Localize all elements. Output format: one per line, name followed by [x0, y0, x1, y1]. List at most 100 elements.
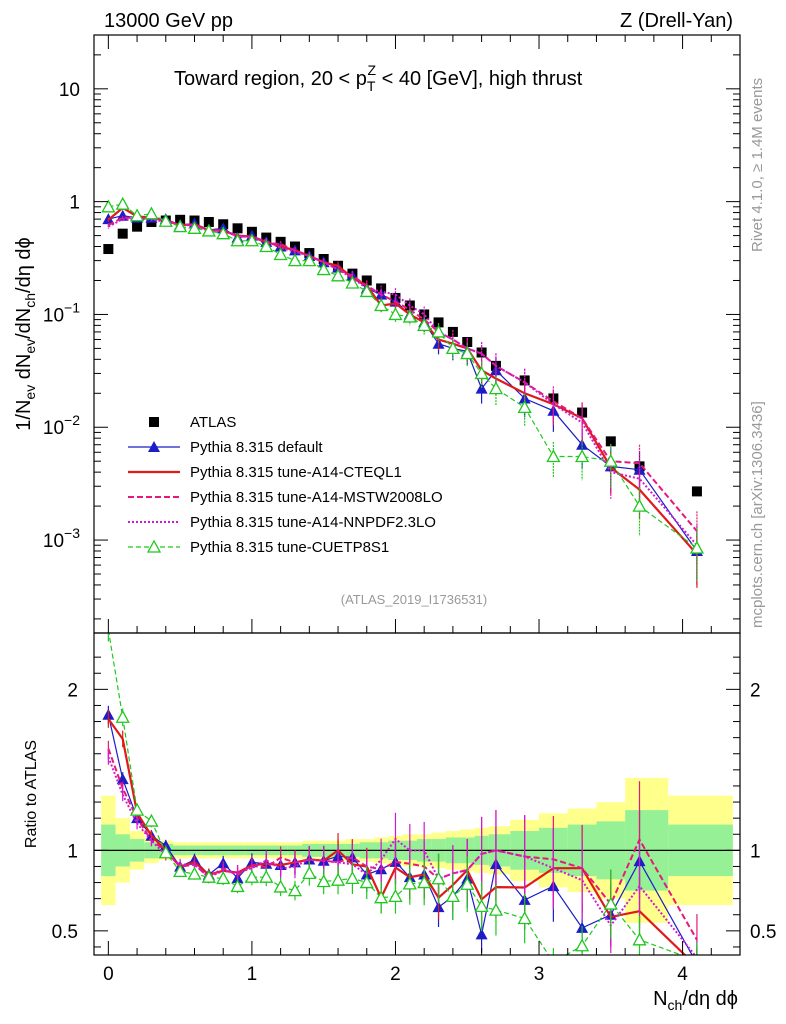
- legend-item-CUETP8S1: Pythia 8.315 tune-CUETP8S1: [128, 539, 389, 556]
- x-tick-label: 2: [390, 964, 401, 985]
- y-tick-label: 10−1: [43, 299, 80, 326]
- legend-item-NNPDF: Pythia 8.315 tune-A14-NNPDF2.3LO: [128, 514, 436, 531]
- point-CUETP8S1: [388, 307, 403, 321]
- point-CUETP8S1: [374, 298, 389, 312]
- ratio-point-CUETP8S1: [402, 876, 417, 890]
- legend-item-ATLAS: ATLAS: [149, 414, 236, 431]
- ratio-point-CUETP8S1: [445, 888, 460, 902]
- ratio-point-CUETP8S1: [574, 938, 590, 952]
- point-ATLAS: [433, 317, 444, 328]
- ratio-point-CUETP8S1: [129, 802, 145, 816]
- ratio-point-CUETP8S1: [144, 813, 159, 827]
- series-line-NNPDF: [107, 218, 698, 546]
- point-CUETP8S1: [115, 196, 130, 210]
- point-CUETP8S1: [488, 381, 504, 395]
- point-ATLAS: [376, 283, 387, 294]
- x-tick-label: 3: [534, 964, 545, 985]
- ratio-point-CUETP8S1: [230, 879, 245, 893]
- x-tick-label: 1: [247, 964, 258, 985]
- ratio-point-CUETP8S1: [388, 888, 403, 902]
- svg-text:1/Nev dNev/dNch/dη dϕ: 1/Nev dNev/dNch/dη dϕ: [13, 237, 38, 430]
- ratio-tick-label-right: 0.5: [750, 922, 776, 943]
- point-CUETP8S1: [417, 318, 432, 332]
- ratio-frame-border: [93, 632, 741, 956]
- chart-title-text: Toward region, 20 < pTZ < 40 [GeV], high…: [174, 62, 583, 94]
- svg-text:Nch/dη dϕ: Nch/dη dϕ: [653, 988, 738, 1013]
- ratio-point-CUETP8S1: [316, 874, 331, 888]
- legend-marker: [149, 417, 159, 427]
- y-tick-label: 10: [59, 80, 80, 101]
- point-CUETP8S1: [201, 223, 216, 237]
- point-CUETP8S1: [129, 208, 145, 222]
- y-axis-label: 1/Nev dNev/dNch/dη dϕ: [13, 237, 38, 430]
- ratio-point-CUETP8S1: [374, 890, 389, 904]
- point-ATLAS: [132, 221, 143, 232]
- ratio-point-CUETP8S1: [158, 845, 173, 859]
- legend: ATLAS Pythia 8.315 default Pythia 8.315 tu…: [128, 414, 443, 556]
- point-CUETP8S1: [574, 449, 590, 463]
- rivet-text: Rivet 4.1.0, ≥ 1.4M events: [749, 78, 766, 252]
- y-tick-label: 1: [69, 193, 80, 214]
- ratio-point-CUETP8S1: [345, 870, 360, 884]
- main-series-layer: [101, 196, 705, 588]
- ratio-y-label: Ratio to ATLAS: [23, 740, 40, 848]
- legend-marker: [148, 441, 160, 452]
- chart-title: Toward region, 20 < pTZ < 40 [GeV], high…: [174, 62, 583, 94]
- ratio-line-MSTW: [107, 748, 698, 941]
- point-CUETP8S1: [402, 309, 417, 323]
- ratio-point-CUETP8S1: [460, 876, 475, 890]
- point-CUETP8S1: [603, 453, 618, 467]
- ratio-point-CUETP8S1: [330, 872, 346, 886]
- ratio-point-CUETP8S1: [632, 932, 647, 946]
- point-CUETP8S1: [330, 268, 346, 282]
- ratio-point-CUETP8S1: [302, 865, 317, 879]
- point-ATLAS: [117, 228, 128, 239]
- point-CUETP8S1: [287, 253, 303, 267]
- ratio-point-CUETP8S1: [517, 911, 532, 925]
- ratio-point-CUETP8S1: [273, 879, 288, 893]
- point-CUETP8S1: [187, 220, 202, 234]
- ratio-line-CTEQL1: [107, 718, 687, 955]
- ratio-point-default: [116, 773, 129, 785]
- legend-label: ATLAS: [190, 414, 236, 431]
- ratio-point-CUETP8S1: [201, 869, 216, 883]
- main-plot-area: [94, 35, 740, 633]
- point-ATLAS: [103, 244, 114, 255]
- legend-label: Pythia 8.315 tune-A14-MSTW2008LO: [190, 489, 443, 506]
- header-left: 13000 GeV pp: [104, 10, 233, 32]
- ratio-point-CUETP8S1: [359, 875, 374, 889]
- legend-label: Pythia 8.315 default: [190, 439, 323, 456]
- ratio-point-CUETP8S1: [431, 871, 446, 885]
- point-CUETP8S1: [460, 346, 475, 360]
- point-CUETP8S1: [359, 284, 374, 298]
- ratio-point-CUETP8S1: [216, 871, 231, 885]
- y-tick-label: 10−2: [43, 412, 80, 439]
- point-CUETP8S1: [474, 366, 489, 380]
- point-CUETP8S1: [302, 253, 317, 267]
- point-CUETP8S1: [431, 324, 446, 338]
- legend-marker: [146, 539, 162, 553]
- legend-item-CTEQL1: Pythia 8.315 tune-A14-CTEQL1: [128, 464, 402, 481]
- legend-label: Pythia 8.315 tune-A14-NNPDF2.3LO: [190, 514, 436, 531]
- point-CUETP8S1: [445, 341, 460, 355]
- legend-item-MSTW: Pythia 8.315 tune-A14-MSTW2008LO: [128, 489, 443, 506]
- point-CUETP8S1: [101, 199, 116, 213]
- ratio-point-CUETP8S1: [287, 883, 303, 897]
- ratio-tick-label-right: 1: [750, 841, 761, 862]
- header-right: Z (Drell-Yan): [620, 10, 733, 32]
- ratio-point-CUETP8S1: [259, 869, 274, 883]
- x-tick-label: 4: [677, 964, 688, 985]
- point-CUETP8S1: [632, 498, 647, 512]
- ratio-tick-label-right: 2: [750, 680, 761, 701]
- ratio-point-CUETP8S1: [173, 863, 188, 877]
- point-ATLAS: [203, 216, 214, 227]
- point-CUETP8S1: [144, 206, 159, 220]
- legend-label: Pythia 8.315 tune-A14-CTEQL1: [190, 464, 402, 481]
- point-CUETP8S1: [173, 219, 188, 233]
- point-CUETP8S1: [316, 262, 331, 276]
- legend-item-default: Pythia 8.315 default: [128, 439, 323, 456]
- mcplots-text: mcplots.cern.ch [arXiv:1306.3436]: [749, 401, 766, 628]
- ratio-point-CUETP8S1: [244, 869, 260, 883]
- point-CUETP8S1: [689, 540, 705, 554]
